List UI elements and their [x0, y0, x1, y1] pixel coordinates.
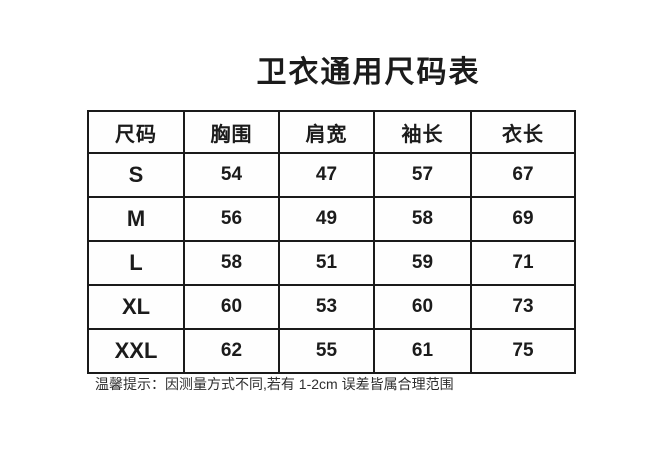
sleeve-cell: 57 [373, 152, 472, 198]
table-row-xxl: XXL 62 55 61 75 [87, 328, 576, 374]
chest-cell: 60 [183, 284, 280, 330]
shoulder-cell: 53 [278, 284, 375, 330]
column-header-sleeve: 袖长 [373, 110, 472, 154]
page-title: 卫衣通用尺码表 [256, 56, 481, 89]
chest-cell: 54 [183, 152, 280, 198]
size-cell: M [87, 196, 185, 242]
sleeve-cell: 58 [373, 196, 472, 242]
size-cell: L [87, 240, 185, 286]
table-row-s: S 54 47 57 67 [87, 152, 576, 198]
length-cell: 71 [470, 240, 576, 286]
column-header-length: 衣长 [470, 110, 576, 154]
shoulder-cell: 55 [278, 328, 375, 374]
column-header-shoulder: 肩宽 [278, 110, 375, 154]
table-row-m: M 56 49 58 69 [87, 196, 576, 242]
size-cell: XXL [87, 328, 185, 374]
size-table: 尺码 胸围 肩宽 袖长 衣长 S 54 47 57 67 M 56 49 58 … [87, 110, 576, 374]
length-cell: 73 [470, 284, 576, 330]
table-row-l: L 58 51 59 71 [87, 240, 576, 286]
column-header-chest: 胸围 [183, 110, 280, 154]
chest-cell: 58 [183, 240, 280, 286]
length-cell: 67 [470, 152, 576, 198]
sleeve-cell: 59 [373, 240, 472, 286]
shoulder-cell: 51 [278, 240, 375, 286]
sleeve-cell: 61 [373, 328, 472, 374]
length-cell: 75 [470, 328, 576, 374]
table-row-xl: XL 60 53 60 73 [87, 284, 576, 330]
sleeve-cell: 60 [373, 284, 472, 330]
size-cell: XL [87, 284, 185, 330]
length-cell: 69 [470, 196, 576, 242]
chest-cell: 56 [183, 196, 280, 242]
chest-cell: 62 [183, 328, 280, 374]
measurement-disclaimer-note: 温馨提示：因测量方式不同,若有 1-2cm 误差皆属合理范围 [95, 376, 454, 392]
column-header-size: 尺码 [87, 110, 185, 154]
shoulder-cell: 49 [278, 196, 375, 242]
size-cell: S [87, 152, 185, 198]
shoulder-cell: 47 [278, 152, 375, 198]
table-header-row: 尺码 胸围 肩宽 袖长 衣长 [87, 110, 576, 154]
